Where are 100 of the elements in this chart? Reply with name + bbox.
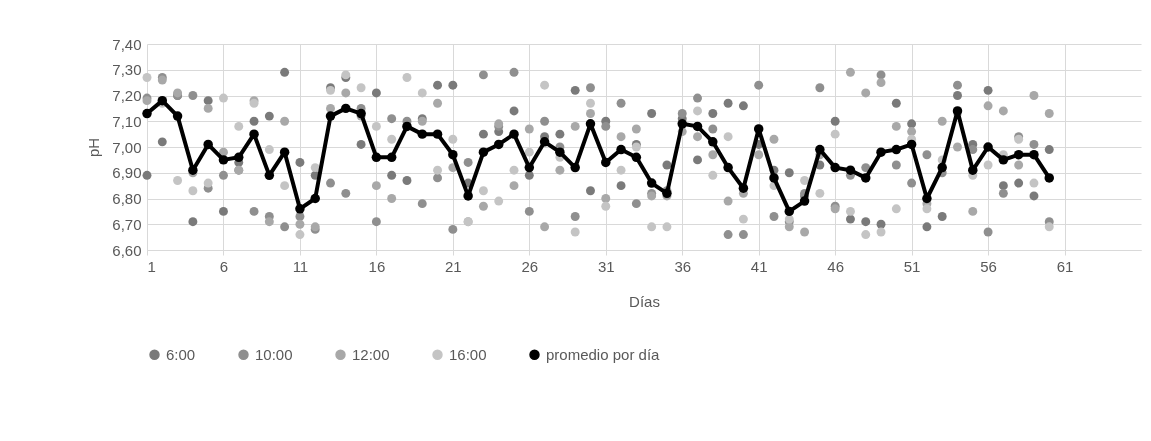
point [800, 227, 810, 237]
point [586, 83, 595, 93]
point [876, 78, 886, 88]
point [1044, 145, 1054, 155]
point [463, 157, 473, 167]
point [662, 222, 672, 232]
point [371, 88, 381, 98]
point [203, 96, 213, 106]
point [1029, 149, 1039, 160]
point [570, 85, 580, 95]
point [234, 152, 244, 163]
x-tick-label: 6 [219, 257, 229, 275]
point [1029, 139, 1039, 149]
point [662, 160, 672, 170]
point [234, 121, 244, 131]
point [983, 160, 993, 170]
point [280, 116, 290, 126]
point [478, 201, 488, 211]
y-tick-label: 6,90 [112, 164, 142, 182]
point [295, 157, 305, 167]
point [784, 206, 795, 217]
point [310, 193, 320, 204]
point [830, 129, 840, 139]
point [769, 134, 779, 144]
point [249, 116, 259, 126]
point [448, 134, 458, 144]
y-tick-label: 7,40 [112, 35, 142, 53]
point [968, 206, 978, 216]
point [249, 129, 259, 139]
y-tick-label: 7,00 [112, 138, 142, 156]
point [616, 165, 626, 175]
point [799, 196, 810, 206]
point [693, 155, 702, 165]
point [463, 191, 473, 201]
x-tick-label: 51 [903, 257, 921, 275]
point [586, 98, 595, 108]
point [341, 88, 351, 98]
x-tick-label: 41 [750, 257, 768, 275]
point [769, 212, 779, 221]
point [891, 121, 901, 131]
point [326, 178, 335, 188]
point [173, 176, 183, 185]
point [448, 149, 458, 160]
point [646, 178, 657, 188]
point [280, 181, 290, 191]
point [371, 152, 382, 163]
y-tick-label: 7,20 [112, 87, 142, 104]
point [754, 150, 764, 160]
x-tick-label: 11 [292, 257, 309, 275]
point [310, 163, 320, 173]
point [708, 137, 718, 147]
point [433, 165, 443, 175]
point [692, 121, 703, 132]
point [647, 109, 657, 118]
point [647, 222, 657, 232]
point [998, 181, 1008, 191]
point [386, 152, 397, 163]
point [937, 116, 947, 126]
point [539, 137, 550, 147]
point [478, 70, 488, 80]
point [861, 163, 871, 173]
point [631, 124, 641, 134]
point [830, 116, 840, 126]
y-tick-label: 6,80 [112, 190, 142, 207]
point [295, 219, 305, 229]
point [371, 217, 381, 227]
point [524, 147, 534, 157]
y-tick-label: 7,30 [112, 61, 142, 79]
point [341, 103, 351, 114]
point [280, 222, 290, 232]
legend-label: promedio por día [546, 345, 661, 363]
x-tick-label: 31 [597, 257, 615, 275]
point [433, 80, 443, 90]
x-axis-title: Días [629, 292, 660, 310]
point [1029, 191, 1039, 201]
point [356, 139, 366, 149]
point [815, 144, 825, 155]
x-tick-label: 46 [827, 257, 844, 275]
point [371, 121, 381, 131]
point [723, 132, 733, 142]
legend-label: 10:00 [255, 345, 293, 363]
point [555, 147, 565, 157]
y-tick-label: 7,10 [112, 112, 142, 130]
point [1044, 222, 1054, 232]
point [861, 173, 871, 183]
point [693, 132, 702, 142]
point [601, 194, 611, 203]
point [861, 217, 871, 227]
point [509, 129, 519, 139]
y-axis-title: pH [85, 137, 103, 158]
point [387, 170, 397, 180]
point [326, 103, 335, 113]
point [998, 106, 1008, 116]
point [417, 199, 427, 209]
point [203, 139, 213, 150]
point [540, 222, 550, 232]
point [845, 67, 855, 77]
point [478, 186, 488, 196]
point [1044, 109, 1054, 118]
point [586, 186, 595, 196]
